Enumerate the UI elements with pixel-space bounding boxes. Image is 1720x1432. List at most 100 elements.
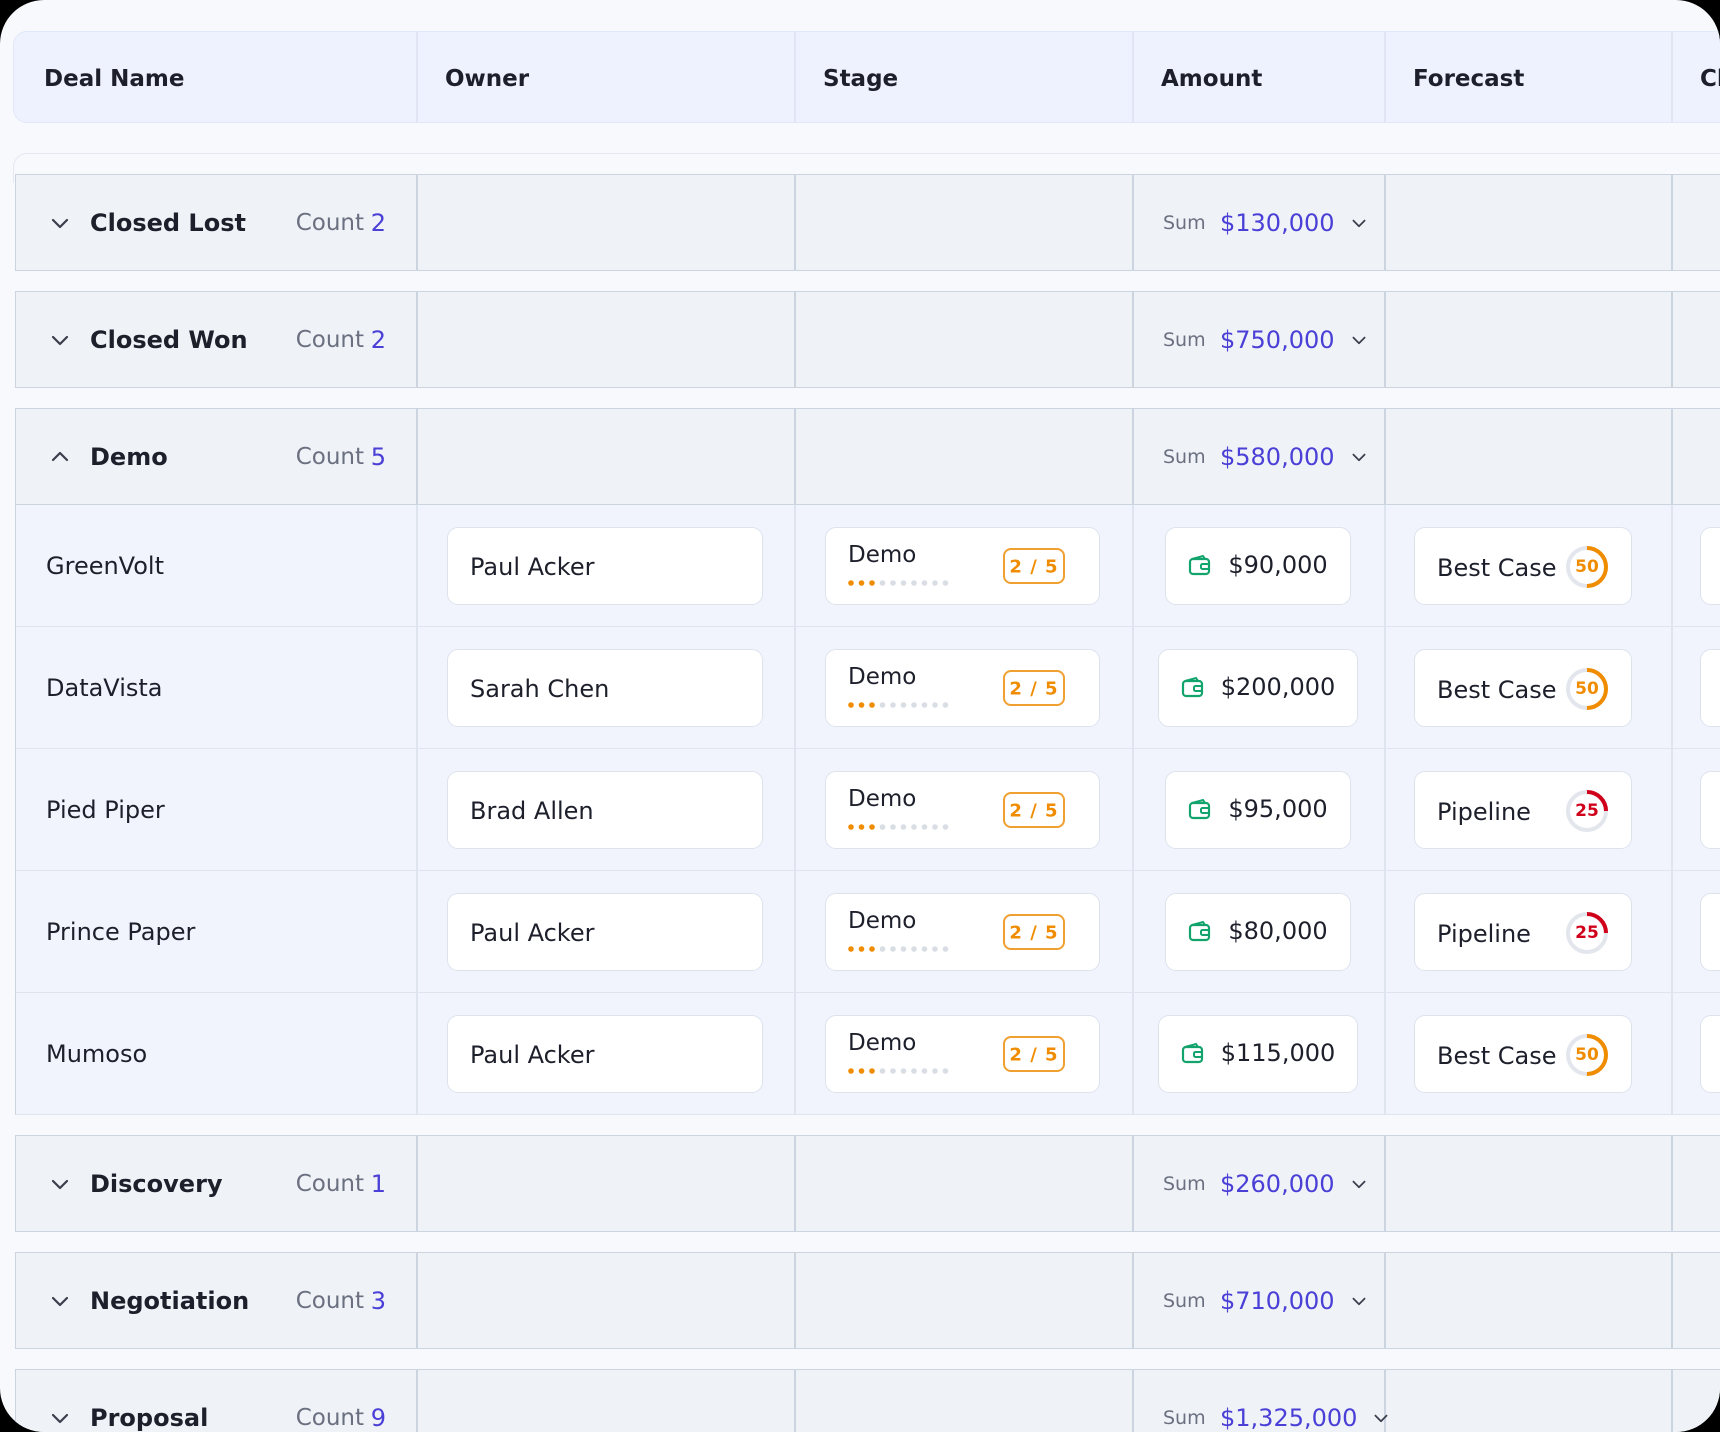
column-header[interactable]: Amount [1161,66,1263,92]
expand-chevron[interactable] [1351,215,1367,231]
owner-field[interactable]: Paul Acker [447,893,763,971]
cell-divider [794,291,796,388]
group-sum: $1,325,000 [1220,1403,1358,1432]
cell-divider [1384,1135,1386,1232]
deal-name[interactable]: GreenVolt [46,552,164,580]
forecast-label: Pipeline [1437,920,1531,948]
probability-arc [1566,790,1608,832]
cell-divider [1132,871,1134,993]
amount-field[interactable]: $95,000 [1165,771,1351,849]
stage-field[interactable]: Demo 2 / 5 [825,649,1100,727]
cell-divider [1671,505,1673,627]
owner-field[interactable]: Brad Allen [447,771,763,849]
expand-chevron[interactable] [50,1408,70,1428]
expand-chevron[interactable] [50,1174,70,1194]
next-cell-pill [1700,893,1720,971]
owner-field[interactable]: Sarah Chen [447,649,763,727]
cell-divider [1132,505,1134,627]
stage-progress-dots [848,580,949,586]
stage-progress-dots [848,824,949,830]
sum-label: Sum [1163,445,1206,468]
cell-divider [1671,1369,1673,1432]
expand-chevron[interactable] [50,330,70,350]
forecast-field[interactable]: Best Case 50 [1414,527,1632,605]
cell-divider [1384,291,1386,388]
probability-arc [1566,1034,1608,1076]
group-count: 3 [370,1286,386,1315]
group-count: 5 [370,442,386,471]
column-header[interactable]: Forecast [1413,66,1525,92]
stage-field[interactable]: Demo 2 / 5 [825,893,1100,971]
amount-field[interactable]: $200,000 [1157,649,1359,727]
cell-divider [1671,627,1673,749]
owner-name: Brad Allen [470,797,594,825]
forecast-label: Pipeline [1437,798,1531,826]
stage-step-badge: 2 / 5 [1003,670,1065,706]
cell-divider [1384,505,1386,627]
stage-field[interactable]: Demo 2 / 5 [825,1015,1100,1093]
deal-name[interactable]: Mumoso [46,1040,148,1068]
amount-field[interactable]: $90,000 [1165,527,1351,605]
forecast-field[interactable]: Best Case 50 [1414,649,1632,727]
stage-step-badge: 2 / 5 [1003,792,1065,828]
expand-chevron[interactable] [1351,1176,1367,1192]
next-cell-pill [1700,771,1720,849]
forecast-field[interactable]: Pipeline 25 [1414,893,1632,971]
count-label: Count [295,443,364,470]
stage-name: Demo [848,664,917,690]
stage-step: 2 / 5 [1009,800,1059,822]
cell-divider [1384,993,1386,1115]
probability-ring [1566,790,1608,832]
group-title: Discovery [90,1169,223,1198]
expand-chevron[interactable] [1351,449,1367,465]
wallet-icon [1181,676,1203,698]
owner-field[interactable]: Paul Acker [447,527,763,605]
column-header[interactable]: Cl [1700,66,1720,92]
table-body-edge [13,153,1720,183]
cell-divider [1671,749,1673,871]
expand-chevron[interactable] [1373,1410,1389,1426]
group-count: 1 [370,1169,386,1198]
collapse-chevron[interactable] [50,447,70,467]
group-title: Closed Lost [90,208,246,237]
cell-divider [1671,291,1673,388]
forecast-field[interactable]: Pipeline 25 [1414,771,1632,849]
sum-label: Sum [1163,211,1206,234]
amount-field[interactable]: $80,000 [1165,893,1351,971]
wallet-icon [1181,1042,1203,1064]
group-count: 2 [370,208,386,237]
group-sum: $750,000 [1220,325,1335,354]
stage-name: Demo [848,908,917,934]
column-header[interactable]: Stage [823,66,899,92]
stage-name: Demo [848,786,917,812]
count-label: Count [295,1170,364,1197]
amount-field[interactable]: $115,000 [1157,1015,1359,1093]
group-sum: $580,000 [1220,442,1335,471]
expand-chevron[interactable] [1351,332,1367,348]
cell-divider [1671,1135,1673,1232]
cell-divider [416,1369,418,1432]
deal-name[interactable]: Pied Piper [46,796,165,824]
cell-divider [1132,1135,1134,1232]
amount-value: $95,000 [1228,795,1328,823]
wallet-icon [1189,798,1211,820]
sum-label: Sum [1163,1406,1206,1429]
stage-field[interactable]: Demo 2 / 5 [825,771,1100,849]
cell-divider [1132,174,1134,271]
group-title: Proposal [90,1403,209,1432]
deal-name[interactable]: DataVista [46,674,163,702]
deal-name[interactable]: Prince Paper [46,918,196,946]
expand-chevron[interactable] [50,213,70,233]
forecast-field[interactable]: Best Case 50 [1414,1015,1632,1093]
cell-divider [794,1252,796,1349]
group-row [15,1252,1720,1349]
column-header[interactable]: Deal Name [44,66,185,92]
expand-chevron[interactable] [1351,1293,1367,1309]
stage-field[interactable]: Demo 2 / 5 [825,527,1100,605]
owner-field[interactable]: Paul Acker [447,1015,763,1093]
stage-step-badge: 2 / 5 [1003,1036,1065,1072]
expand-chevron[interactable] [50,1291,70,1311]
column-header[interactable]: Owner [445,66,530,92]
group-count: 2 [370,325,386,354]
